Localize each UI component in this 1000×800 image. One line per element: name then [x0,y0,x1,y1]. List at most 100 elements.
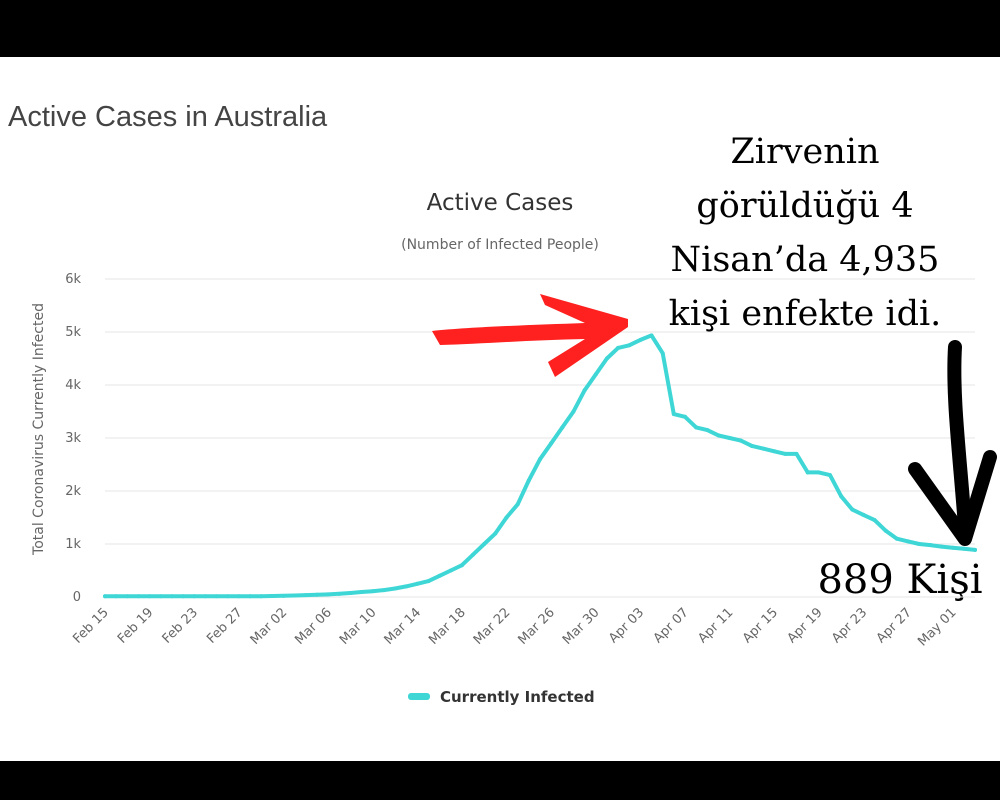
data-point[interactable] [828,473,832,478]
data-point[interactable] [694,425,699,430]
data-point[interactable] [582,388,587,393]
data-point[interactable] [169,594,174,599]
data-point[interactable] [181,594,186,599]
data-point[interactable] [727,436,732,440]
data-point[interactable] [839,494,844,499]
data-point[interactable] [705,428,710,433]
data-point[interactable] [370,589,375,594]
data-point[interactable] [593,372,598,377]
data-point[interactable] [604,356,609,361]
legend-label-currently-infected: Currently Infected [440,688,595,706]
y-axis-ticks: 0 1k 2k 3k 4k 5k 6k [65,272,81,605]
data-point[interactable] [415,581,420,586]
data-point[interactable] [638,337,643,342]
data-point[interactable] [158,594,163,599]
data-point[interactable] [203,594,208,599]
data-point[interactable] [571,409,576,414]
y-tick-label: 0 [73,590,81,605]
data-point[interactable] [928,543,933,548]
data-point[interactable] [950,545,955,550]
data-point[interactable] [303,593,308,598]
data-point[interactable] [660,351,665,356]
data-point[interactable] [471,552,476,557]
data-point[interactable] [236,594,241,599]
data-point[interactable] [917,542,922,546]
data-point[interactable] [816,470,821,475]
data-point[interactable] [359,589,364,594]
data-point[interactable] [326,592,331,597]
data-point[interactable] [939,544,944,549]
data-point[interactable] [281,593,286,598]
screenshot-canvas: Active Cases in Australia Active Cases (… [0,57,1000,761]
x-tick-label: Feb 27 [204,605,246,647]
data-point[interactable] [393,586,397,591]
y-tick-label: 1k [65,537,81,552]
x-tick-label: Mar 18 [426,605,469,648]
data-point[interactable] [560,425,565,430]
data-point[interactable] [270,594,275,599]
data-point[interactable] [515,502,520,507]
x-tick-label: Feb 19 [115,605,157,647]
x-tick-label: May 01 [915,605,959,649]
data-point[interactable] [794,451,799,456]
data-point[interactable] [136,594,141,599]
data-point[interactable] [850,507,855,512]
data-point[interactable] [248,594,252,599]
data-point[interactable] [448,568,453,573]
data-point[interactable] [114,594,119,599]
data-point[interactable] [292,593,297,598]
data-point[interactable] [649,333,654,338]
data-point[interactable] [671,412,676,417]
x-tick-label: Mar 22 [471,605,514,648]
data-point[interactable] [348,591,353,596]
data-point[interactable] [314,592,319,597]
data-point[interactable] [103,594,107,599]
data-point[interactable] [716,433,721,438]
series-points [103,333,977,599]
x-tick-label: Mar 14 [382,605,425,648]
data-point[interactable] [337,591,342,596]
x-tick-label: Feb 23 [160,605,202,647]
data-point[interactable] [493,531,498,536]
data-point[interactable] [772,449,777,454]
data-point[interactable] [616,345,621,350]
data-point[interactable] [683,414,687,419]
data-point[interactable] [738,438,743,443]
data-point[interactable] [783,451,788,456]
data-point[interactable] [526,478,531,483]
data-point[interactable] [973,547,977,552]
data-point[interactable] [459,563,464,568]
data-point[interactable] [147,594,152,599]
data-point[interactable] [125,594,130,599]
data-point[interactable] [426,579,431,584]
data-point[interactable] [259,594,264,599]
data-point[interactable] [437,573,442,578]
data-point[interactable] [961,546,966,551]
data-point[interactable] [761,446,766,451]
data-point[interactable] [225,594,230,599]
x-tick-label: Mar 06 [292,605,335,648]
data-point[interactable] [214,594,219,599]
x-tick-label: Apr 15 [740,605,781,646]
legend[interactable]: Currently Infected [408,688,595,706]
data-point[interactable] [894,536,899,541]
data-point[interactable] [404,584,409,589]
y-tick-label: 4k [65,378,81,393]
y-tick-label: 6k [65,272,81,287]
data-point[interactable] [627,343,632,348]
data-point[interactable] [504,515,509,520]
data-point[interactable] [549,441,554,446]
data-point[interactable] [381,588,386,593]
data-point[interactable] [192,594,197,599]
data-point[interactable] [861,512,866,517]
data-point[interactable] [872,518,877,523]
data-point[interactable] [906,539,911,544]
data-point[interactable] [883,528,888,533]
x-tick-label: Apr 19 [785,605,826,646]
data-point[interactable] [538,457,542,462]
data-point[interactable] [749,443,754,448]
data-point[interactable] [805,470,810,475]
x-tick-label: Apr 03 [606,605,647,646]
data-point[interactable] [482,542,487,546]
